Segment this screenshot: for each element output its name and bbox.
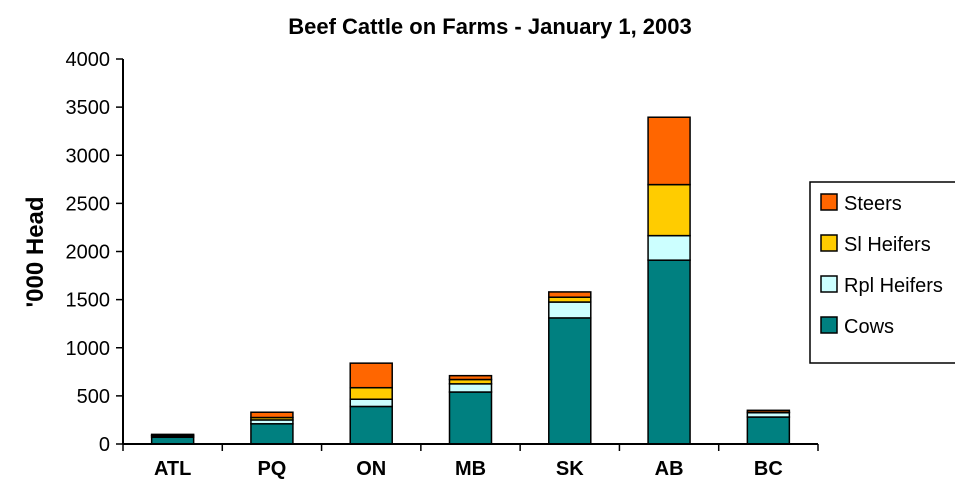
bar-segment: [448, 374, 493, 381]
x-tick-label: SK: [556, 458, 584, 480]
legend: Steers Sl Heifers Rpl Heifers Cows: [809, 181, 955, 364]
bar-segment: [448, 383, 493, 393]
bar-segment: [349, 405, 393, 445]
bar-segment: [548, 291, 592, 298]
axis-ticks: 0 500 1000 1500 2000 2500 3000 3500 4000: [66, 49, 819, 456]
y-tick-label: 3500: [66, 97, 111, 119]
bar-segment: [647, 183, 691, 237]
bar-segment: [746, 416, 791, 445]
y-tick-label: 1000: [66, 338, 111, 360]
bar-segment: [548, 317, 592, 445]
y-tick-label: 0: [99, 434, 110, 456]
legend-swatch: [820, 275, 838, 293]
bar-segment: [150, 436, 195, 445]
bar-segment: [647, 259, 691, 445]
bar-segment: [548, 301, 592, 319]
bar-segment: [349, 398, 393, 408]
legend-swatch: [820, 193, 838, 211]
chart-title: Beef Cattle on Farms - January 1, 2003: [288, 14, 692, 39]
y-tick-label: 500: [77, 386, 110, 408]
legend-label: Cows: [844, 316, 894, 338]
axes: [122, 59, 818, 445]
bar-segment: [647, 116, 691, 186]
x-tick-label: AB: [655, 458, 684, 480]
x-tick-label: ON: [356, 458, 386, 480]
x-tick-label: BC: [754, 458, 783, 480]
legend-swatch: [820, 316, 838, 334]
bars: [150, 116, 791, 445]
y-tick-label: 2500: [66, 193, 111, 215]
bar-segment: [349, 362, 393, 389]
legend-swatch: [820, 234, 838, 252]
legend-label: Sl Heifers: [844, 234, 931, 256]
x-tick-label: PQ: [257, 458, 286, 480]
bar-segment: [150, 433, 195, 437]
y-tick-label: 1500: [66, 290, 111, 312]
y-tick-label: 4000: [66, 49, 111, 71]
bar-segment: [448, 391, 493, 445]
y-tick-label: 2000: [66, 242, 111, 264]
bar-segment: [250, 423, 294, 445]
y-tick-label: 3000: [66, 145, 111, 167]
bar-segment: [250, 411, 294, 419]
legend-label: Steers: [844, 193, 902, 215]
x-tick-label: ATL: [154, 458, 191, 480]
y-axis-label: '000 Head: [22, 196, 49, 307]
legend-label: Rpl Heifers: [844, 275, 943, 297]
x-axis-labels: ATL PQ ON MB SK AB BC: [154, 458, 783, 480]
bar-segment: [349, 386, 393, 400]
bar-segment: [647, 234, 691, 261]
bar-segment: [746, 409, 791, 413]
x-tick-label: MB: [455, 458, 486, 480]
